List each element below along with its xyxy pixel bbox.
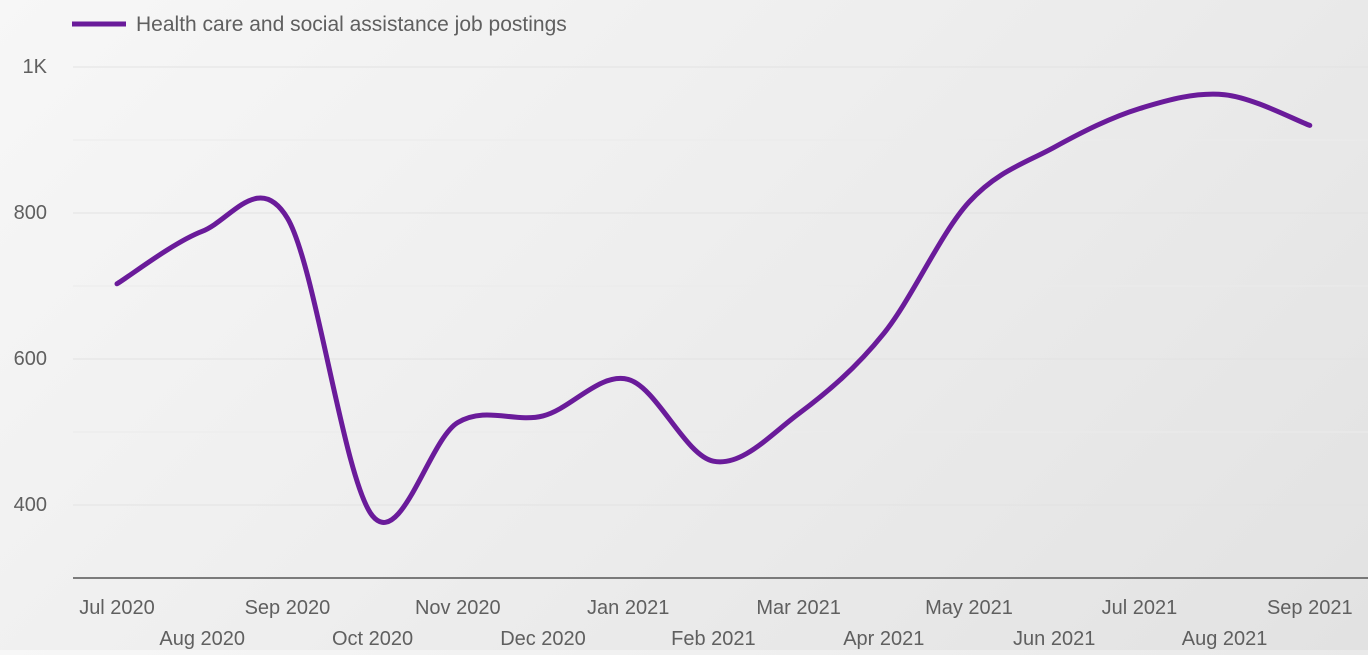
x-tick-label: Aug 2021: [1182, 628, 1268, 650]
x-tick-label: Sep 2021: [1267, 597, 1353, 619]
y-tick-label: 1K: [23, 56, 48, 78]
x-tick-label: Jul 2020: [79, 597, 155, 619]
y-tick-label: 400: [14, 494, 47, 516]
y-tick-label: 800: [14, 202, 47, 224]
grid-lines: [73, 66, 1368, 506]
x-tick-label: Jan 2021: [587, 597, 669, 619]
legend: Health care and social assistance job po…: [72, 13, 567, 36]
x-tick-label: May 2021: [925, 597, 1013, 619]
x-tick-label: Jul 2021: [1102, 597, 1178, 619]
x-tick-label: Apr 2021: [843, 628, 924, 650]
legend-label: Health care and social assistance job po…: [136, 13, 567, 36]
y-tick-label: 600: [14, 348, 47, 370]
x-tick-label: Dec 2020: [500, 628, 586, 650]
series-line: [114, 91, 1313, 525]
x-tick-label: Feb 2021: [671, 628, 756, 650]
x-tick-label: Mar 2021: [756, 597, 841, 619]
y-axis-tick-labels: 400 600 800 1K: [14, 56, 48, 516]
series-lines: [114, 91, 1313, 525]
x-tick-label: Aug 2020: [159, 628, 245, 650]
x-tick-label: Jun 2021: [1013, 628, 1095, 650]
x-tick-label: Oct 2020: [332, 628, 413, 650]
x-tick-label: Sep 2020: [245, 597, 331, 619]
x-tick-label: Nov 2020: [415, 597, 501, 619]
